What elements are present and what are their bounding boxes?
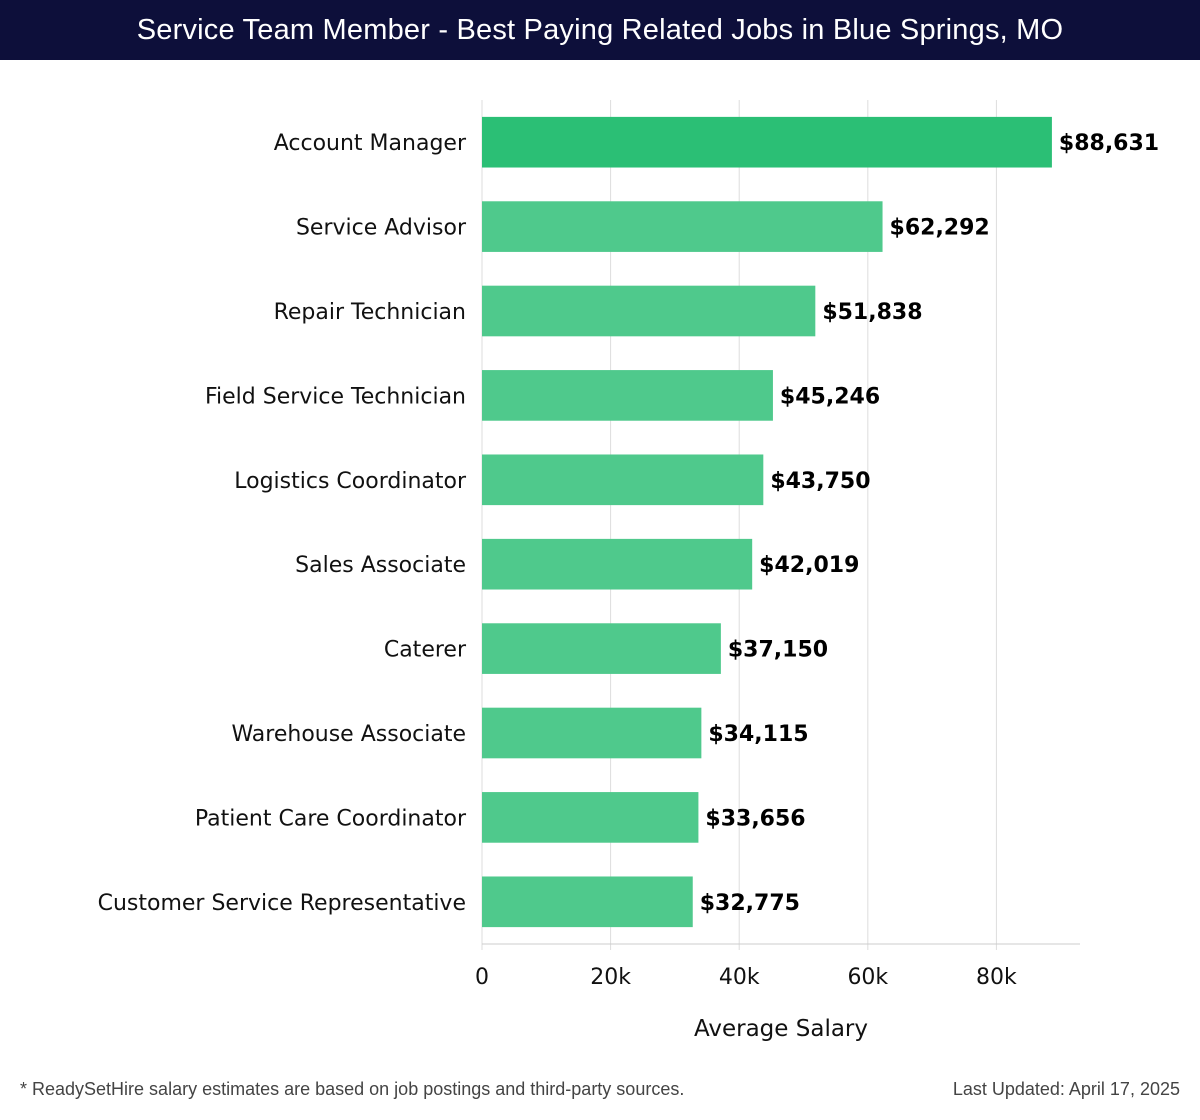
footer-note: * ReadySetHire salary estimates are base… (20, 1079, 685, 1099)
value-label: $88,631 (1059, 131, 1159, 156)
x-tick-label: 80k (976, 965, 1017, 990)
value-label: $37,150 (728, 638, 828, 663)
bar (482, 538, 753, 590)
category-label: Patient Care Coordinator (195, 806, 467, 831)
category-label: Warehouse Associate (231, 722, 466, 747)
value-label: $34,115 (708, 722, 808, 747)
bar (482, 792, 699, 843)
bar (482, 876, 693, 928)
x-tick-label: 60k (847, 965, 888, 990)
bar (482, 285, 816, 337)
category-label: Account Manager (274, 131, 467, 156)
value-label: $32,775 (700, 891, 800, 916)
chart-title: Service Team Member - Best Paying Relate… (0, 0, 1200, 60)
bar (482, 201, 883, 252)
category-label: Caterer (384, 638, 467, 663)
salary-bar-chart: 0 20k 40k 60k 80k Account Manager $88,631 Servi… (98, 100, 1160, 1042)
value-label: $43,750 (770, 469, 870, 494)
bar (482, 623, 721, 674)
x-tick-label: 40k (719, 965, 760, 990)
bar (482, 370, 773, 421)
value-label: $45,246 (780, 384, 880, 409)
category-label: Field Service Technician (205, 384, 466, 409)
bar (482, 454, 764, 506)
x-axis-label: Average Salary (694, 1016, 868, 1042)
labels: 0 20k 40k 60k 80k Account Manager $88,631 Servi… (98, 131, 1160, 990)
bar (482, 707, 702, 759)
bar (482, 116, 1052, 168)
category-label: Customer Service Representative (98, 891, 466, 916)
bars (482, 116, 1052, 928)
value-label: $62,292 (890, 216, 990, 241)
category-label: Logistics Coordinator (234, 469, 467, 494)
value-label: $42,019 (759, 553, 859, 578)
x-tick-label: 20k (590, 965, 631, 990)
category-label: Sales Associate (295, 553, 466, 578)
x-tick-label: 0 (475, 965, 489, 990)
category-label: Service Advisor (296, 216, 467, 241)
footer-updated: Last Updated: April 17, 2025 (952, 1079, 1180, 1099)
category-label: Repair Technician (274, 300, 466, 325)
value-label: $33,656 (705, 806, 805, 831)
value-label: $51,838 (822, 300, 922, 325)
